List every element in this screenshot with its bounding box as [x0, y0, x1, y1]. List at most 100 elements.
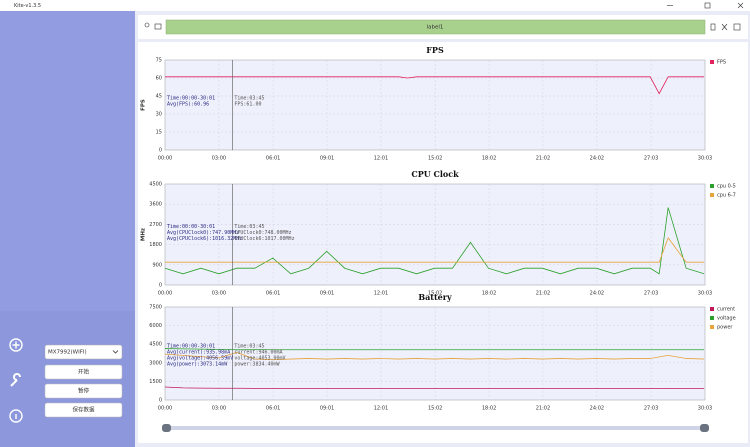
series-line [164, 386, 705, 389]
image-icon[interactable] [154, 23, 162, 30]
y-tick-label: 30 [156, 112, 162, 118]
x-tick-label: 09:01 [320, 291, 334, 297]
range-slider[interactable] [165, 426, 705, 430]
label-text: label1 [427, 25, 444, 31]
x-tick-label: 00:00 [158, 291, 172, 297]
button[interactable] [44, 383, 123, 399]
x-tick-label: 06:01 [266, 291, 280, 297]
dropdown-arrow [112, 350, 119, 354]
x-tick-label: 12:01 [374, 156, 388, 162]
info-icon[interactable] [9, 409, 23, 423]
y-tick-label: 1500 [149, 379, 162, 385]
slider-handle-right[interactable] [700, 424, 709, 432]
stats-text: Time:00:00-30:01 [167, 95, 215, 101]
x-tick-label: 15:02 [428, 156, 442, 162]
export-icon[interactable] [733, 23, 741, 31]
x-tick-label: 00:00 [158, 156, 172, 162]
x-tick-label: 24:02 [590, 291, 604, 297]
y-tick-label: 1800 [149, 242, 162, 248]
legend-label: current [717, 307, 735, 313]
series-line [164, 352, 705, 361]
x-tick-label: 27:03 [644, 406, 658, 412]
device-select[interactable] [44, 344, 123, 360]
cut-icon[interactable] [721, 23, 728, 31]
y-tick-label: 0 [159, 283, 162, 289]
x-tick-label: 09:01 [320, 156, 334, 162]
cursor-text: Time:03:45 [234, 224, 264, 230]
chart-title: FPS [426, 45, 444, 55]
x-tick-label: 21:02 [536, 291, 550, 297]
legend-label: cpu 0-5 [717, 184, 736, 190]
stats-text: Avg(FPS):60.96 [167, 101, 209, 107]
button[interactable] [44, 402, 123, 418]
cursor-text: power:3834.40mW [234, 362, 280, 368]
legend-swatch [710, 307, 714, 311]
add-icon-plus [12, 341, 20, 349]
legend-label: power [717, 325, 733, 331]
x-tick-label: 18:02 [482, 291, 496, 297]
stats-text: Avg(CPUClock6):1016.32MHz [167, 236, 242, 242]
y-tick-label: 45 [156, 94, 162, 100]
user-icon[interactable] [144, 22, 150, 28]
y-tick-label: 3600 [149, 202, 162, 208]
stats-text: Avg(voltage):4056.59mV [167, 356, 233, 362]
x-tick-label: 18:02 [482, 156, 496, 162]
y-tick-label: 3000 [149, 360, 162, 366]
x-tick-label: 12:01 [374, 291, 388, 297]
y-tick-label: 15 [156, 130, 162, 136]
cursor-text: Time:03:45 [234, 95, 264, 101]
y-tick-label: 7500 [149, 305, 162, 311]
legend-swatch [710, 193, 714, 197]
y-tick-label: 60 [156, 76, 162, 82]
y-axis-label: FPS [141, 99, 147, 111]
legend-label: FPS [717, 60, 726, 66]
close[interactable] [737, 2, 744, 9]
series-line [164, 207, 705, 275]
stats-text: Avg(power):3073.14mW [167, 362, 228, 368]
settings-icon[interactable] [10, 373, 21, 387]
cursor-text: FPS:61.00 [234, 101, 261, 107]
y-tick-label: 6000 [149, 323, 162, 329]
label-box [165, 19, 706, 35]
stats-text: Time:00:00-30:01 [167, 344, 215, 350]
button-label: 暂停 [78, 387, 90, 395]
x-tick-label: 21:02 [536, 406, 550, 412]
device-name: MX7992(WIFI) [48, 350, 87, 356]
series-line [164, 348, 705, 351]
series-line [165, 76, 705, 95]
x-tick-label: 15:02 [428, 291, 442, 297]
legend-swatch [710, 325, 714, 329]
chart-title: CPU Clock [411, 169, 459, 179]
series-line [165, 237, 705, 263]
button[interactable] [44, 364, 123, 380]
legend-label: cpu 6-7 [717, 193, 736, 199]
window-title: Kite-v1.3.5 [14, 3, 41, 9]
cursor-text: current:946.00mA [234, 350, 282, 356]
slider-handle-left[interactable] [162, 424, 171, 432]
y-axis-label: MHz [141, 228, 147, 241]
x-tick-label: 30:03 [698, 156, 712, 162]
y-tick-label: 2700 [149, 222, 162, 228]
x-tick-label: 15:02 [428, 406, 442, 412]
y-tick-label: 900 [152, 262, 162, 268]
y-tick-label: 0 [159, 148, 162, 154]
maximize[interactable] [704, 2, 711, 9]
x-tick-label: 00:00 [158, 406, 172, 412]
legend-label: voltage [717, 316, 736, 322]
cursor-text: voltage:4053.00mV [234, 356, 285, 362]
save-icon[interactable] [710, 23, 716, 31]
title-bar [0, 0, 750, 11]
x-tick-label: 09:01 [320, 406, 334, 412]
chart-title: Battery [418, 292, 452, 302]
cursor-text: CPUClock0:748.00MHz [234, 230, 291, 236]
add-icon[interactable] [9, 338, 23, 352]
x-tick-label: 06:01 [266, 156, 280, 162]
x-tick-label: 30:03 [698, 406, 712, 412]
cursor-text: CPUClock6:1017.00MHz [234, 236, 294, 242]
x-tick-label: 21:02 [536, 156, 550, 162]
legend-swatch [710, 60, 714, 64]
x-tick-label: 03:00 [212, 406, 226, 412]
